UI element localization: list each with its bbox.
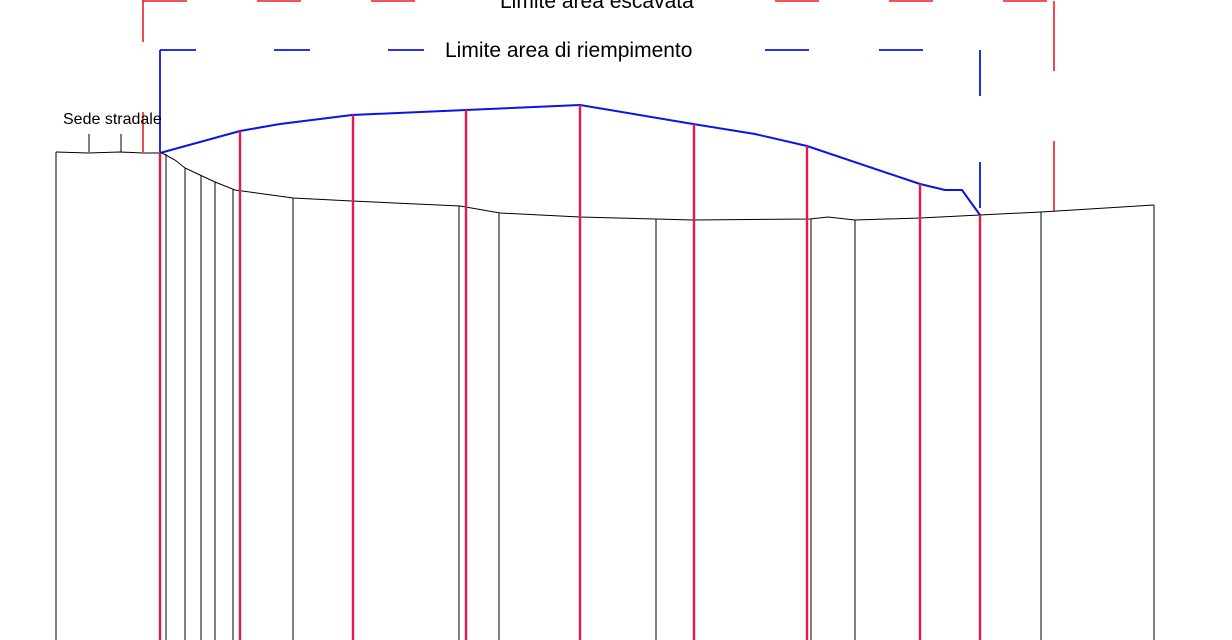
ground-section-lines <box>165 154 1155 640</box>
section-markers <box>158 105 982 640</box>
fill-surface-profile <box>159 103 981 216</box>
road-section <box>55 134 122 640</box>
excavation-limit <box>142 0 1055 212</box>
fill-limit <box>159 49 981 215</box>
road-label: Sede stradale <box>63 111 162 128</box>
excavation-limit-label: Limite area escavata <box>500 0 694 13</box>
fill-limit-label: Limite area di riempimento <box>445 39 692 62</box>
ground-profile <box>55 151 1155 221</box>
